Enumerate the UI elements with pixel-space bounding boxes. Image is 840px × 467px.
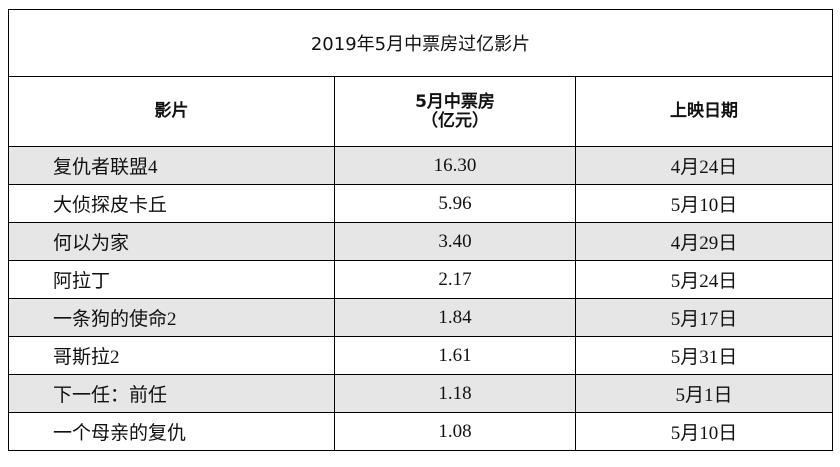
cell-box-office: 1.18	[334, 374, 576, 413]
cell-film: 何以为家	[8, 222, 335, 261]
cell-release-date: 4月24日	[575, 146, 833, 185]
cell-release-date: 5月31日	[575, 336, 833, 375]
cell-release-date: 5月24日	[575, 260, 833, 299]
header-row: 影片 5月中票房 （亿元） 上映日期	[8, 76, 833, 147]
cell-film: 一个母亲的复仇	[8, 412, 335, 451]
cell-release-date: 4月29日	[575, 222, 833, 261]
table-row: 哥斯拉2 1.61 5月31日	[8, 336, 833, 375]
cell-film: 阿拉丁	[8, 260, 335, 299]
table-row: 阿拉丁 2.17 5月24日	[8, 260, 833, 299]
cell-box-office: 1.61	[334, 336, 576, 375]
table-row: 复仇者联盟4 16.30 4月24日	[8, 146, 833, 185]
cell-box-office: 1.08	[334, 412, 576, 451]
title-row: 2019年5月中票房过亿影片	[8, 9, 833, 77]
cell-box-office: 2.17	[334, 260, 576, 299]
cell-film: 复仇者联盟4	[8, 146, 335, 185]
header-box-office-line2: （亿元）	[421, 110, 489, 131]
cell-release-date: 5月1日	[575, 374, 833, 413]
cell-box-office: 1.84	[334, 298, 576, 337]
cell-box-office: 3.40	[334, 222, 576, 261]
table-title: 2019年5月中票房过亿影片	[8, 9, 833, 77]
table-row: 何以为家 3.40 4月29日	[8, 222, 833, 261]
table-row: 下一任：前任 1.18 5月1日	[8, 374, 833, 413]
header-box-office-line1: 5月中票房	[415, 91, 495, 112]
box-office-table-container: 2019年5月中票房过亿影片 影片 5月中票房 （亿元） 上映日期 复仇者联盟4…	[8, 9, 833, 451]
table-row: 一个母亲的复仇 1.08 5月10日	[8, 412, 833, 451]
cell-box-office: 5.96	[334, 184, 576, 223]
cell-film: 一条狗的使命2	[8, 298, 335, 337]
cell-film: 大侦探皮卡丘	[8, 184, 335, 223]
cell-box-office: 16.30	[334, 146, 576, 185]
cell-release-date: 5月10日	[575, 184, 833, 223]
header-release-date: 上映日期	[575, 76, 833, 147]
box-office-table: 2019年5月中票房过亿影片 影片 5月中票房 （亿元） 上映日期 复仇者联盟4…	[8, 9, 833, 451]
header-film: 影片	[8, 76, 335, 147]
header-box-office: 5月中票房 （亿元）	[334, 76, 576, 147]
cell-release-date: 5月10日	[575, 412, 833, 451]
cell-film: 哥斯拉2	[8, 336, 335, 375]
cell-release-date: 5月17日	[575, 298, 833, 337]
table-row: 大侦探皮卡丘 5.96 5月10日	[8, 184, 833, 223]
table-row: 一条狗的使命2 1.84 5月17日	[8, 298, 833, 337]
cell-film: 下一任：前任	[8, 374, 335, 413]
